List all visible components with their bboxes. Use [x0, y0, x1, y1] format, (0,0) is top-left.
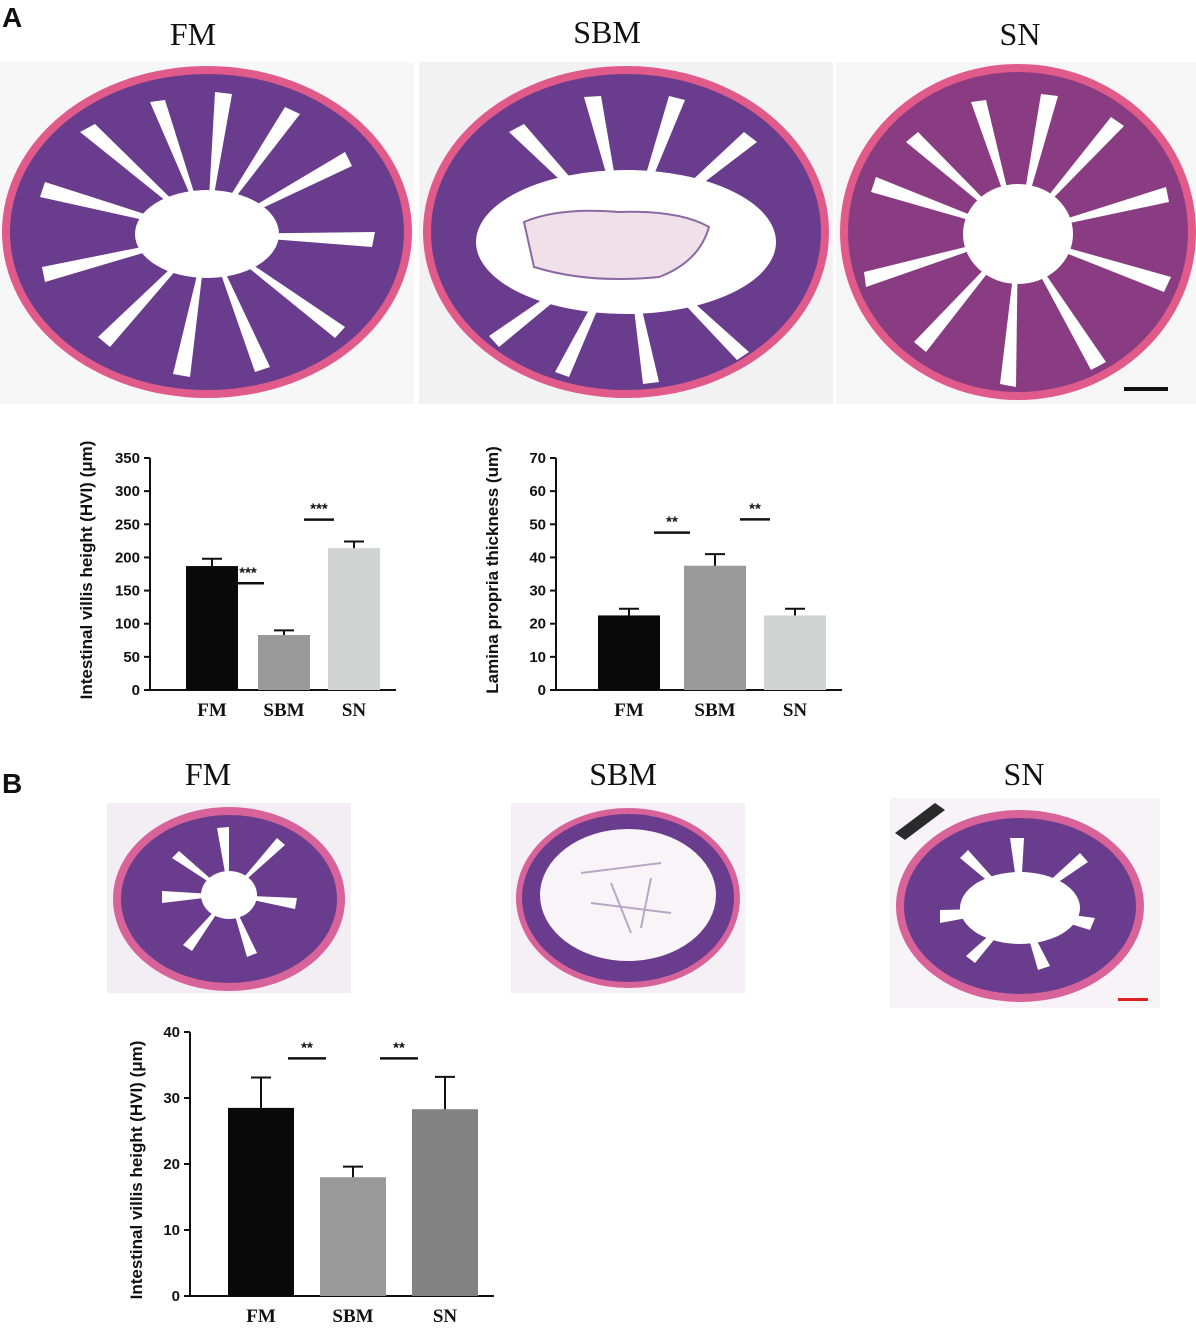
- significance-label: **: [393, 1039, 405, 1056]
- bar-sn: [764, 615, 826, 690]
- micrograph-b-sbm: [511, 803, 745, 993]
- bar-fm: [598, 615, 660, 690]
- y-tick-label: 20: [529, 616, 546, 633]
- y-tick-label: 50: [123, 649, 140, 666]
- y-tick-label: 300: [115, 483, 140, 500]
- image-label-b-sbm: SBM: [589, 756, 657, 792]
- chart-b-villus-height-svg: 0 10 20 30 40 Intestinal villis height (HVI) …: [127, 1024, 494, 1327]
- significance-label: **: [666, 514, 678, 531]
- chart-a-lamina-propria-svg: 0 10 20 30 40 50 60 70 Lamina propria thickness …: [483, 446, 842, 721]
- image-label-b-sn: SN: [1003, 756, 1045, 792]
- bar-fm: [228, 1107, 294, 1296]
- y-axis-label: Intestinal villis height (HVI) (μm): [127, 1041, 146, 1300]
- y-tick-label: 350: [115, 450, 140, 467]
- y-tick-label: 30: [529, 583, 546, 600]
- y-tick-label: 40: [529, 549, 546, 566]
- bar-sbm: [684, 565, 746, 690]
- y-tick-label: 40: [163, 1024, 180, 1041]
- y-tick-label: 0: [132, 682, 140, 699]
- micrograph-a-sn: [836, 62, 1196, 404]
- scale-bar-a: [1124, 387, 1168, 391]
- chart-a-villus-height-svg: 0 50 100 150 200 250 300 350 Intestinal villis h…: [77, 441, 396, 721]
- panel-letter-b: B: [2, 768, 23, 799]
- y-tick-label: 20: [163, 1156, 180, 1173]
- x-tick-label: FM: [614, 700, 644, 721]
- y-tick-label: 10: [529, 649, 546, 666]
- y-tick-label: 60: [529, 483, 546, 500]
- x-tick-label: SN: [783, 700, 808, 721]
- image-label-a-sn: SN: [999, 16, 1041, 52]
- panel-letter-a: A: [2, 2, 23, 33]
- chart-a-lamina-propria: 0 10 20 30 40 50 60 70 Lamina propria thickness …: [483, 440, 842, 730]
- y-tick-label: 10: [163, 1222, 180, 1239]
- x-tick-label: FM: [197, 700, 227, 721]
- bar-sn: [412, 1109, 478, 1296]
- micrograph-a-fm: [0, 62, 414, 404]
- image-label-a-fm: FM: [169, 16, 217, 52]
- scale-bar-b: [1118, 998, 1148, 1001]
- bar-sn: [328, 548, 380, 690]
- y-tick-label: 30: [163, 1090, 180, 1107]
- bar-sbm: [258, 634, 310, 690]
- y-tick-label: 200: [115, 549, 140, 566]
- y-tick-label: 0: [538, 682, 546, 699]
- significance-label: ***: [239, 564, 257, 581]
- y-axis-label: Lamina propria thickness (um): [483, 446, 502, 694]
- significance-label: ***: [310, 501, 328, 518]
- y-tick-label: 0: [172, 1288, 180, 1305]
- x-tick-label: SN: [433, 1306, 458, 1327]
- significance-label: **: [749, 500, 761, 517]
- x-tick-label: SBM: [694, 700, 735, 721]
- y-tick-label: 150: [115, 583, 140, 600]
- x-tick-label: SBM: [263, 700, 304, 721]
- y-tick-label: 250: [115, 516, 140, 533]
- y-tick-label: 100: [115, 616, 140, 633]
- image-label-a-sbm: SBM: [573, 14, 641, 50]
- x-tick-label: SBM: [332, 1306, 373, 1327]
- significance-label: **: [301, 1039, 313, 1056]
- x-tick-label: SN: [342, 700, 367, 721]
- y-tick-label: 50: [529, 516, 546, 533]
- y-axis-label: Intestinal villis height (HVI) (μm): [77, 441, 96, 700]
- y-tick-label: 70: [529, 450, 546, 467]
- micrograph-a-sbm: [419, 62, 833, 404]
- micrograph-b-fm: [107, 803, 351, 993]
- x-tick-label: FM: [246, 1306, 276, 1327]
- bar-sbm: [320, 1177, 386, 1296]
- chart-b-villus-height: 0 10 20 30 40 Intestinal villis height (HVI) …: [112, 1010, 512, 1328]
- micrograph-b-sn: [890, 798, 1160, 1008]
- chart-a-villus-height: 0 50 100 150 200 250 300 350 Intestinal villis h…: [77, 440, 428, 730]
- bar-fm: [186, 566, 238, 690]
- image-label-b-fm: FM: [184, 756, 232, 792]
